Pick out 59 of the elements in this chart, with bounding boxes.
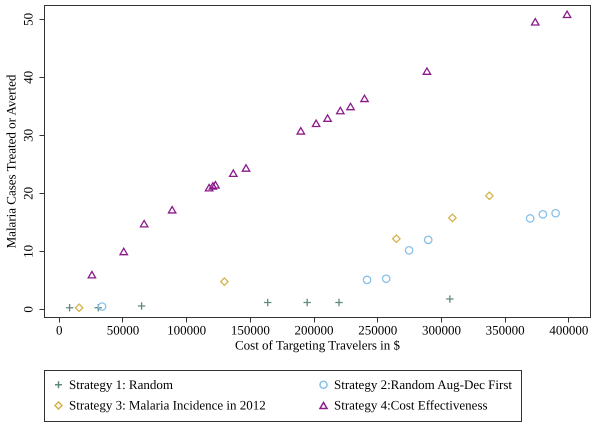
- x-axis-title: Cost of Targeting Travelers in $: [234, 338, 401, 352]
- point: [334, 298, 344, 307]
- point: [538, 210, 548, 219]
- x-tick-label: 150000: [230, 322, 270, 338]
- y-axis-title: Malaria Cases Treated or Averted: [4, 74, 18, 248]
- legend-label: Strategy 3: Malaria Incidence in 2012: [69, 398, 266, 412]
- point: [137, 302, 146, 310]
- point: [530, 18, 540, 26]
- point: [140, 220, 148, 228]
- point: [323, 114, 332, 122]
- point: [312, 119, 320, 128]
- point: [263, 298, 272, 307]
- point: [65, 303, 74, 312]
- x-tick-label: 400000: [549, 322, 588, 338]
- x-tick-label: 250000: [358, 322, 398, 338]
- point: [362, 276, 372, 284]
- legend-label: Strategy 4:Cost Effectiveness: [334, 398, 488, 412]
- x-tick-label: 350000: [486, 322, 525, 338]
- point: [360, 94, 369, 102]
- point: [168, 206, 177, 214]
- x-tick-label: 100000: [167, 322, 206, 338]
- point: [211, 180, 220, 189]
- point: [208, 182, 218, 190]
- point: [382, 274, 391, 284]
- legend-label: Strategy 2:Random Aug-Dec First: [334, 376, 512, 392]
- point: [346, 102, 355, 110]
- point: [392, 234, 401, 244]
- point: [448, 213, 457, 222]
- y-tick-label: 40: [20, 70, 36, 84]
- point: [551, 208, 560, 218]
- point: [242, 164, 250, 172]
- point: [98, 302, 106, 311]
- point: [296, 126, 306, 135]
- y-tick-label: 50: [20, 12, 36, 26]
- y-tick-label: 20: [20, 186, 36, 200]
- point: [562, 10, 572, 18]
- point: [228, 169, 238, 178]
- point: [485, 191, 494, 200]
- point: [94, 303, 103, 312]
- point: [74, 303, 84, 312]
- y-tick-label: 10: [20, 244, 36, 258]
- point: [422, 67, 432, 75]
- point: [526, 214, 534, 223]
- point: [336, 106, 345, 114]
- point: [446, 294, 454, 304]
- y-tick-label: 0: [20, 306, 36, 313]
- point: [88, 270, 96, 279]
- x-tick-label: 0: [56, 322, 63, 338]
- point: [404, 246, 414, 255]
- point: [220, 277, 229, 286]
- point: [302, 298, 312, 307]
- point: [119, 248, 128, 256]
- point: [204, 184, 214, 192]
- x-tick-label: 300000: [422, 322, 461, 338]
- point: [424, 236, 433, 244]
- x-tick-label: 200000: [294, 322, 334, 338]
- y-tick-label: 30: [20, 128, 36, 142]
- x-tick-label: 50000: [106, 322, 140, 338]
- legend-label: Strategy 1: Random: [69, 376, 173, 392]
